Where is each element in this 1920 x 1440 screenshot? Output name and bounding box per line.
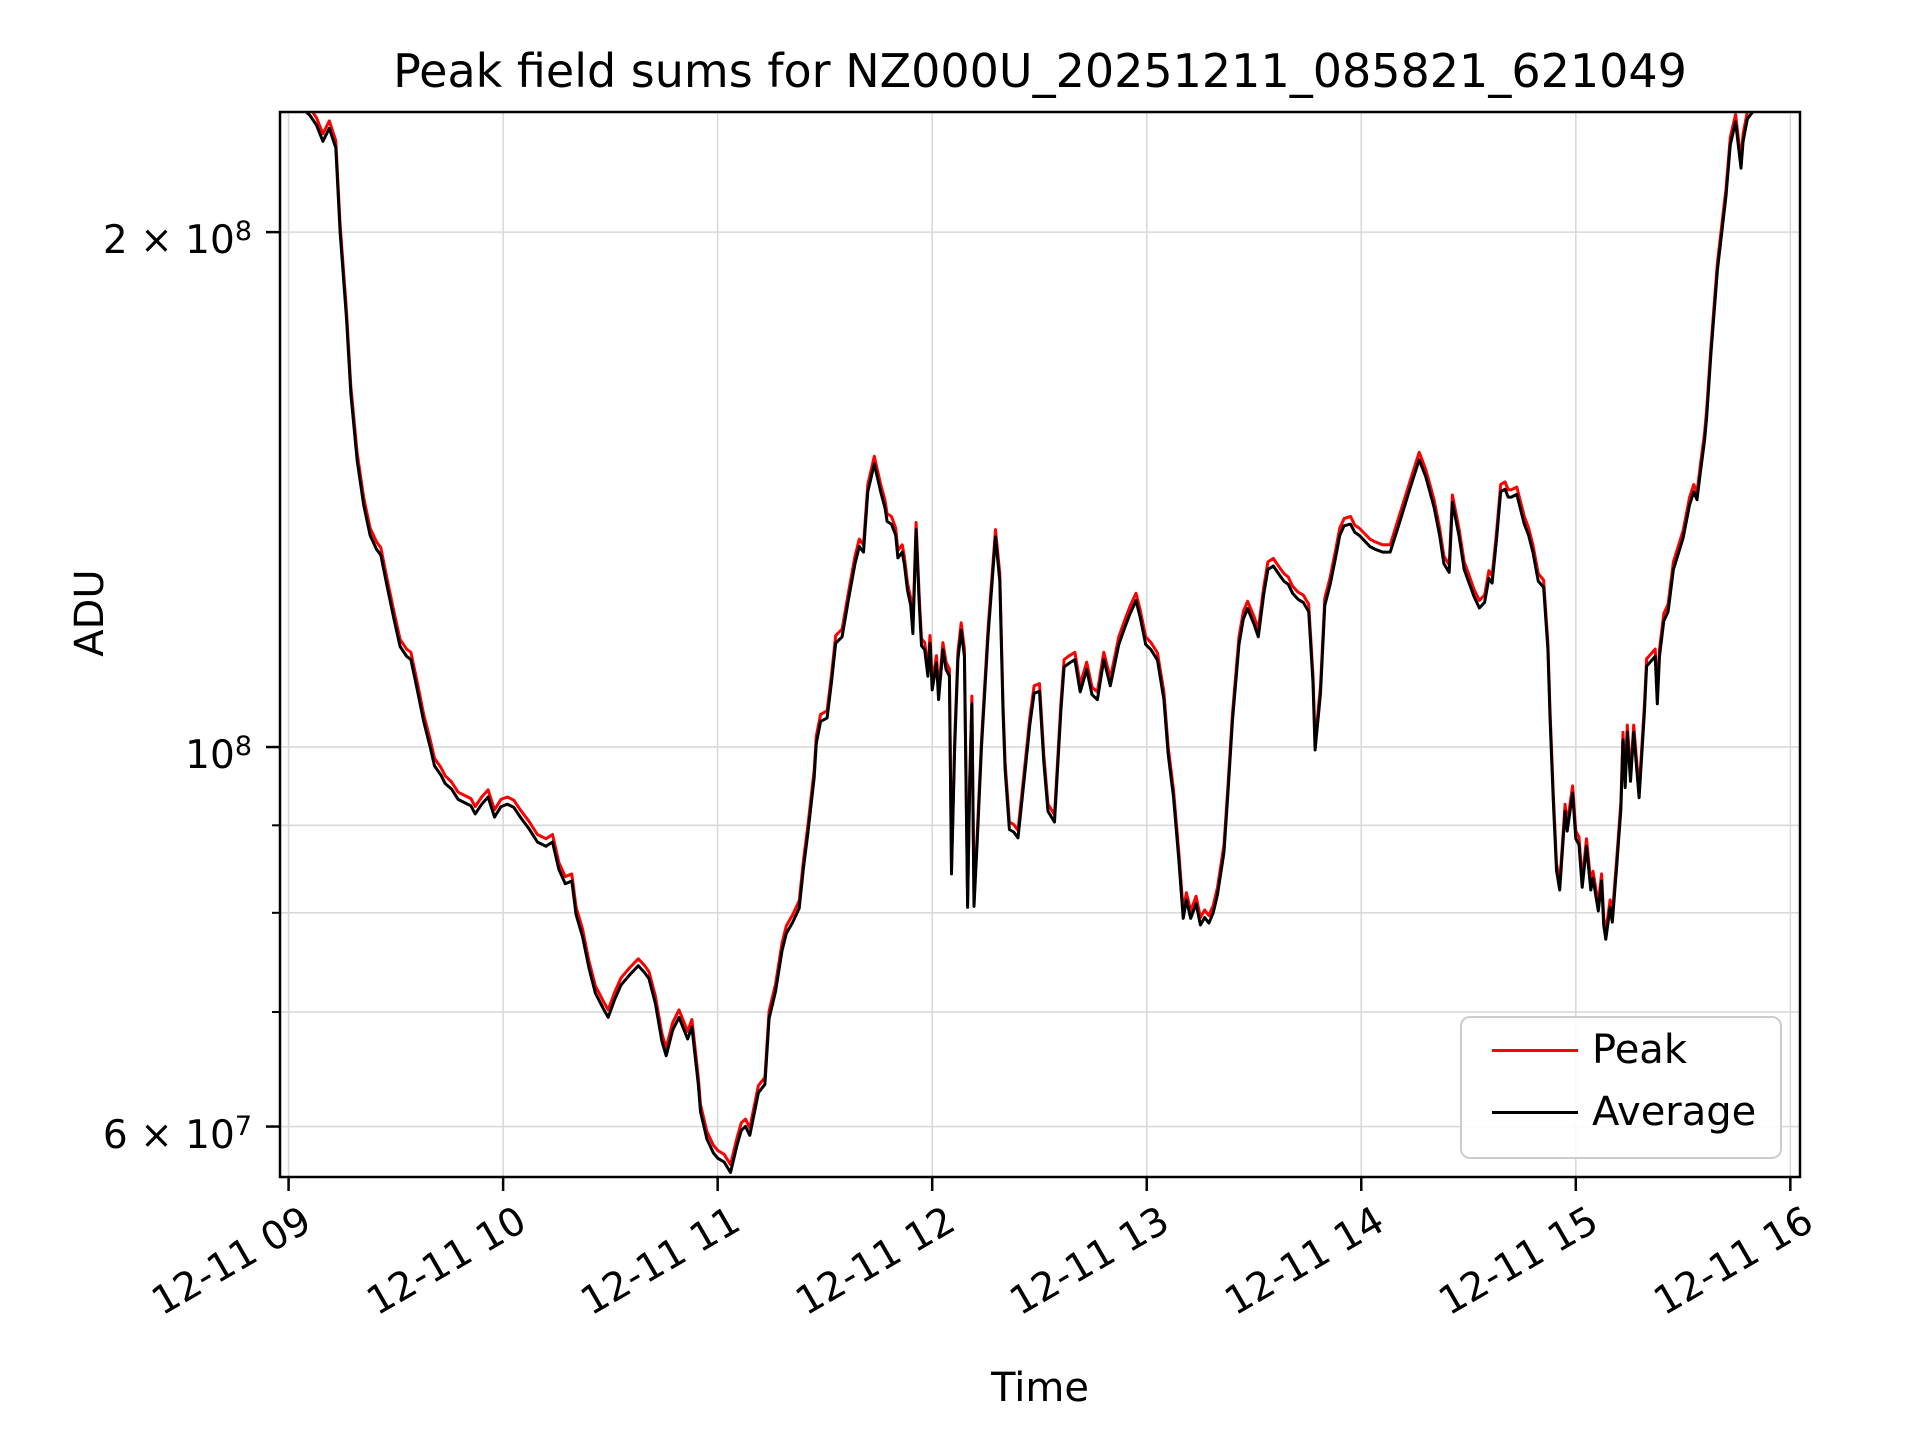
y-tick-label: 108 — [185, 731, 252, 779]
y-axis-label: ADU — [67, 569, 113, 657]
axes-spines — [278, 110, 1802, 1179]
peak-line-swatch — [1492, 1049, 1578, 1052]
peak-line — [310, 112, 1749, 1167]
legend: Peak Average — [1460, 1016, 1782, 1159]
average-line — [304, 112, 1755, 1174]
legend-label-average: Average — [1592, 1089, 1757, 1135]
chart-title: Peak field sums for NZ000U_20251211_0858… — [393, 44, 1687, 98]
x-axis-label: Time — [991, 1365, 1089, 1411]
legend-entry-average: Average — [1462, 1082, 1780, 1142]
legend-entry-peak: Peak — [1462, 1020, 1780, 1080]
average-line-swatch — [1492, 1111, 1578, 1114]
legend-label-peak: Peak — [1592, 1027, 1687, 1073]
y-tick-label: 2 × 108 — [102, 216, 252, 264]
y-tick-label: 6 × 107 — [102, 1110, 252, 1158]
